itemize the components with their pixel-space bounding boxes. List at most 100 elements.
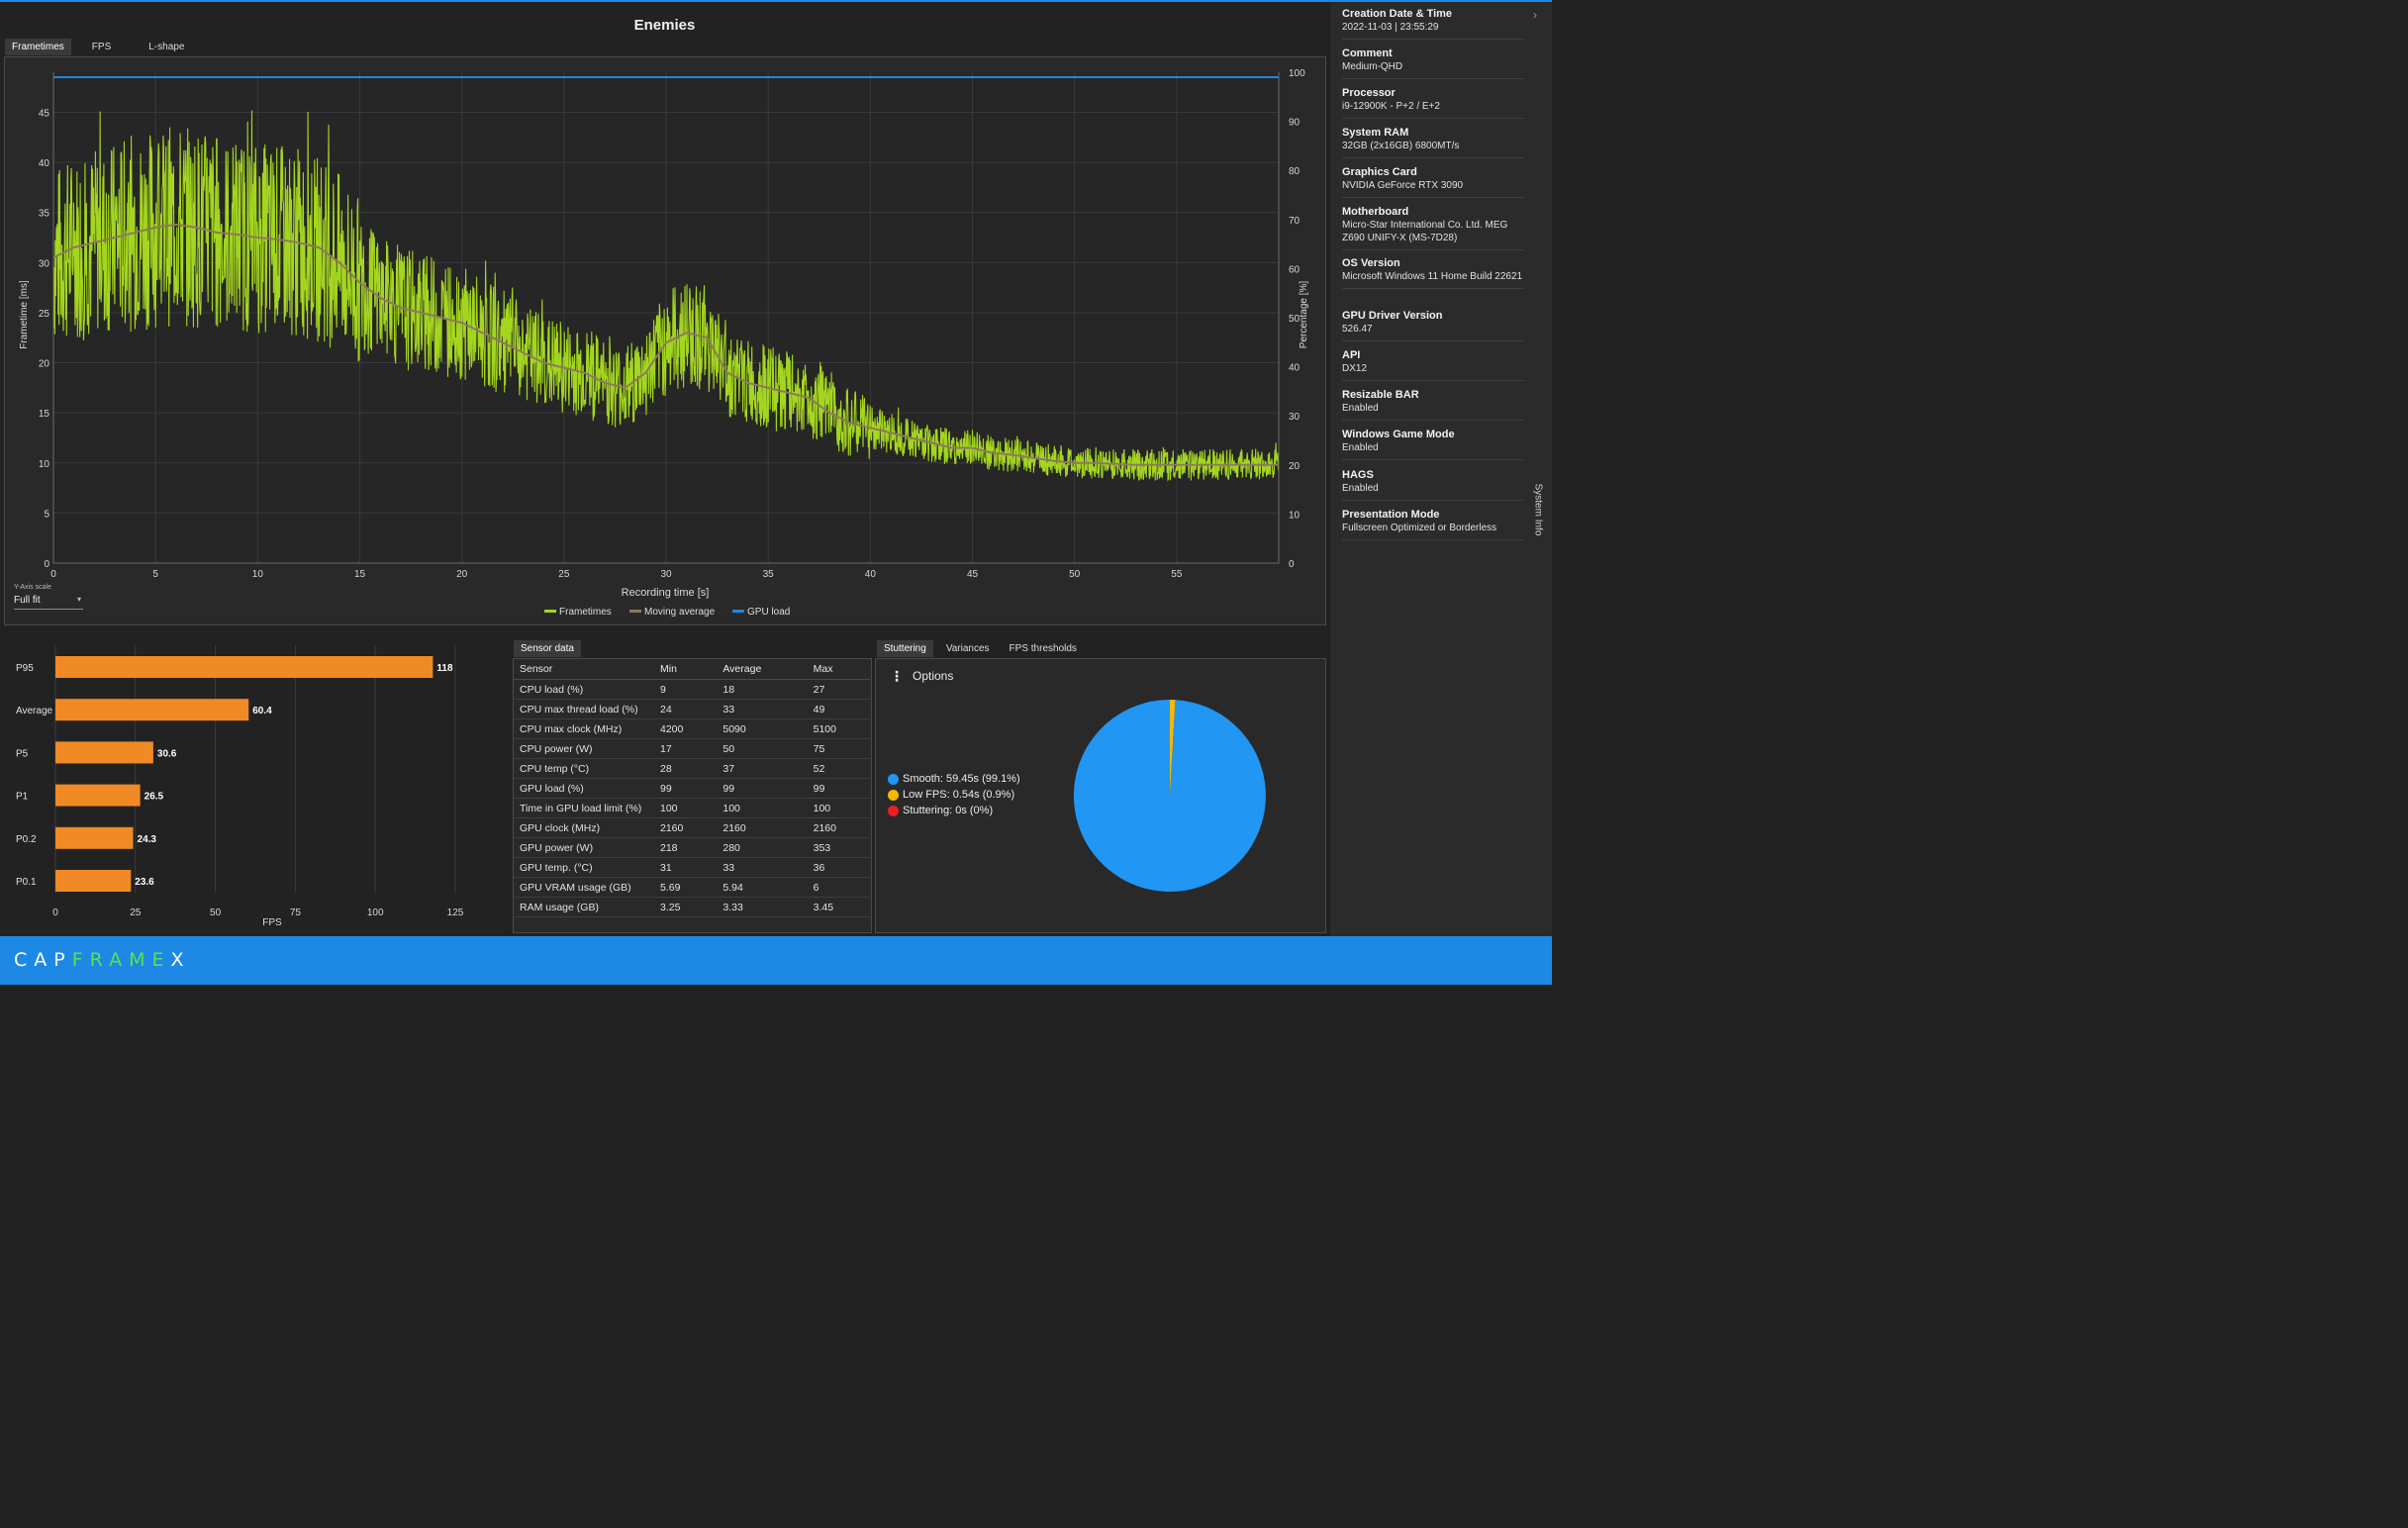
system-info-value: 526.47: [1342, 324, 1373, 334]
y2-tick-label: 60: [1289, 264, 1300, 275]
tab-fps[interactable]: FPS: [91, 42, 112, 52]
system-info-title: Comment: [1342, 48, 1393, 59]
col-sensor[interactable]: Sensor: [514, 659, 654, 680]
sensor-row[interactable]: GPU load (%) 99 99 99: [514, 778, 870, 799]
col-max[interactable]: Max: [807, 659, 870, 680]
col-average[interactable]: Average: [717, 659, 808, 680]
tab-sensor-data[interactable]: Sensor data: [514, 640, 581, 657]
y-tick-label: 40: [39, 158, 50, 169]
y2-tick-label: 90: [1289, 118, 1300, 129]
system-info-value: Enabled: [1342, 483, 1379, 494]
y2-tick-label: 30: [1289, 412, 1300, 423]
bar-x-tick-label: 0: [52, 907, 58, 918]
sensor-average-cell: 3.33: [717, 897, 808, 917]
sensor-row[interactable]: CPU temp (°C) 28 37 52: [514, 758, 870, 779]
sensor-row[interactable]: CPU max thread load (%) 24 33 49: [514, 699, 870, 719]
sensor-row[interactable]: GPU temp. (°C) 31 33 36: [514, 857, 870, 878]
pie-slice-low-fps: [1170, 700, 1176, 796]
y2-tick-label: 10: [1289, 510, 1300, 521]
legend-stuttering-label: Stuttering:: [903, 805, 953, 816]
smooth-dot-icon: [888, 773, 899, 785]
sensor-min-cell: 100: [654, 798, 718, 818]
bar-x-tick-label: 75: [290, 907, 302, 918]
sensor-row[interactable]: RAM usage (GB) 3.25 3.33 3.45: [514, 897, 870, 917]
tab-stuttering[interactable]: Stuttering: [877, 640, 933, 657]
y-tick-label: 35: [39, 209, 50, 220]
system-info-tab[interactable]: System Info: [1528, 479, 1548, 540]
y-tick-label: 20: [39, 359, 50, 370]
tab-frametimes[interactable]: Frametimes: [5, 39, 71, 55]
x-tick-label: 55: [1171, 569, 1183, 580]
sensor-name-cell: GPU power (W): [514, 837, 654, 858]
sensor-name-cell: GPU VRAM usage (GB): [514, 877, 654, 898]
sensor-max-cell: 27: [807, 679, 870, 700]
bar-value-label: 26.5: [144, 792, 164, 803]
fps-bar: [55, 741, 153, 764]
chevron-right-icon[interactable]: ›: [1533, 8, 1537, 22]
system-info-value: Enabled: [1342, 403, 1379, 414]
y-axis-scale-select[interactable]: Full fit ▾: [14, 595, 83, 610]
y-tick-label: 5: [44, 509, 49, 520]
y2-tick-label: 80: [1289, 166, 1300, 177]
sensor-row[interactable]: CPU load (%) 9 18 27: [514, 679, 870, 700]
bar-value-label: 60.4: [252, 706, 272, 716]
system-info-item: GPU Driver Version 526.47: [1342, 310, 1524, 341]
x-tick-label: 15: [354, 569, 366, 580]
bar-category-label: P95: [16, 663, 34, 674]
legend-smooth-value: 59.45s (99.1%): [946, 773, 1020, 785]
system-info-value: Microsoft Windows 11 Home Build 22621: [1342, 271, 1523, 282]
frametime-chart[interactable]: 0 5 10 15 20 25 30 35 40 45 50 55 0 5 10 15 20 25 30 35 40 45…: [5, 57, 1325, 624]
bar-x-tick-label: 50: [210, 907, 222, 918]
sensor-average-cell: 18: [717, 679, 808, 700]
system-info-value: Fullscreen Optimized or Borderless: [1342, 523, 1497, 533]
x-tick-label: 25: [558, 569, 570, 580]
tab-l-shape[interactable]: L-shape: [148, 42, 185, 52]
sensor-min-cell: 99: [654, 778, 718, 799]
sensor-min-cell: 3.25: [654, 897, 718, 917]
chevron-down-icon: ▾: [76, 595, 81, 604]
tab-variances[interactable]: Variances: [945, 643, 990, 654]
x-tick-label: 5: [152, 569, 158, 580]
sensor-row[interactable]: Time in GPU load limit (%) 100 100 100: [514, 798, 870, 818]
x-tick-label: 50: [1069, 569, 1081, 580]
legend-moving-average: Moving average: [644, 607, 716, 618]
bar-value-label: 30.6: [157, 748, 177, 759]
bar-category-label: P5: [16, 748, 29, 759]
y2-tick-label: 20: [1289, 461, 1300, 472]
bar-x-axis-label: FPS: [262, 917, 282, 928]
legend-gpu-load: GPU load: [747, 607, 790, 618]
sensor-row[interactable]: GPU power (W) 218 280 353: [514, 837, 870, 858]
sensor-average-cell: 100: [717, 798, 808, 818]
fps-bar-chart: 0 25 50 75 100 125 P95 118 Average 60.4 P5 30.6 P1 2…: [16, 645, 464, 928]
sensor-row[interactable]: GPU VRAM usage (GB) 5.69 5.94 6: [514, 877, 870, 898]
x-tick-label: 35: [763, 569, 775, 580]
system-info-item: Creation Date & Time 2022-11-03 | 23:55:2…: [1342, 8, 1524, 40]
options-button[interactable]: ⋮ Options: [890, 669, 953, 683]
system-info-item: HAGS Enabled: [1342, 469, 1524, 501]
sensor-average-cell: 5.94: [717, 877, 808, 898]
sensor-min-cell: 24: [654, 699, 718, 719]
sensor-average-cell: 99: [717, 778, 808, 799]
sensor-tabs: Sensor data: [514, 640, 587, 657]
system-info-title: HAGS: [1342, 469, 1374, 481]
sensor-row[interactable]: GPU clock (MHz) 2160 2160 2160: [514, 817, 870, 838]
sensor-name-cell: CPU max clock (MHz): [514, 718, 654, 739]
sensor-max-cell: 6: [807, 877, 870, 898]
tab-fps-thresholds[interactable]: FPS thresholds: [1009, 643, 1077, 654]
sensor-name-cell: CPU load (%): [514, 679, 654, 700]
x-tick-label: 10: [252, 569, 264, 580]
sensor-row[interactable]: CPU power (W) 17 50 75: [514, 738, 870, 759]
system-info-title: System RAM: [1342, 127, 1409, 139]
sensor-min-cell: 2160: [654, 817, 718, 838]
options-label: Options: [913, 669, 954, 683]
col-min[interactable]: Min: [654, 659, 718, 680]
legend-low-fps: Low FPS: 0.54s (0.9%): [888, 789, 1020, 801]
system-info-title: Processor: [1342, 87, 1396, 99]
bar-category-label: P0.2: [16, 834, 37, 845]
chart-title: Enemies: [633, 17, 696, 34]
y-tick-label: 45: [39, 108, 50, 119]
y2-tick-label: 40: [1289, 363, 1300, 374]
sensor-row[interactable]: CPU max clock (MHz) 4200 5090 5100: [514, 718, 870, 739]
system-info-item: OS Version Microsoft Windows 11 Home Buil…: [1342, 257, 1524, 289]
sensor-min-cell: 28: [654, 758, 718, 779]
